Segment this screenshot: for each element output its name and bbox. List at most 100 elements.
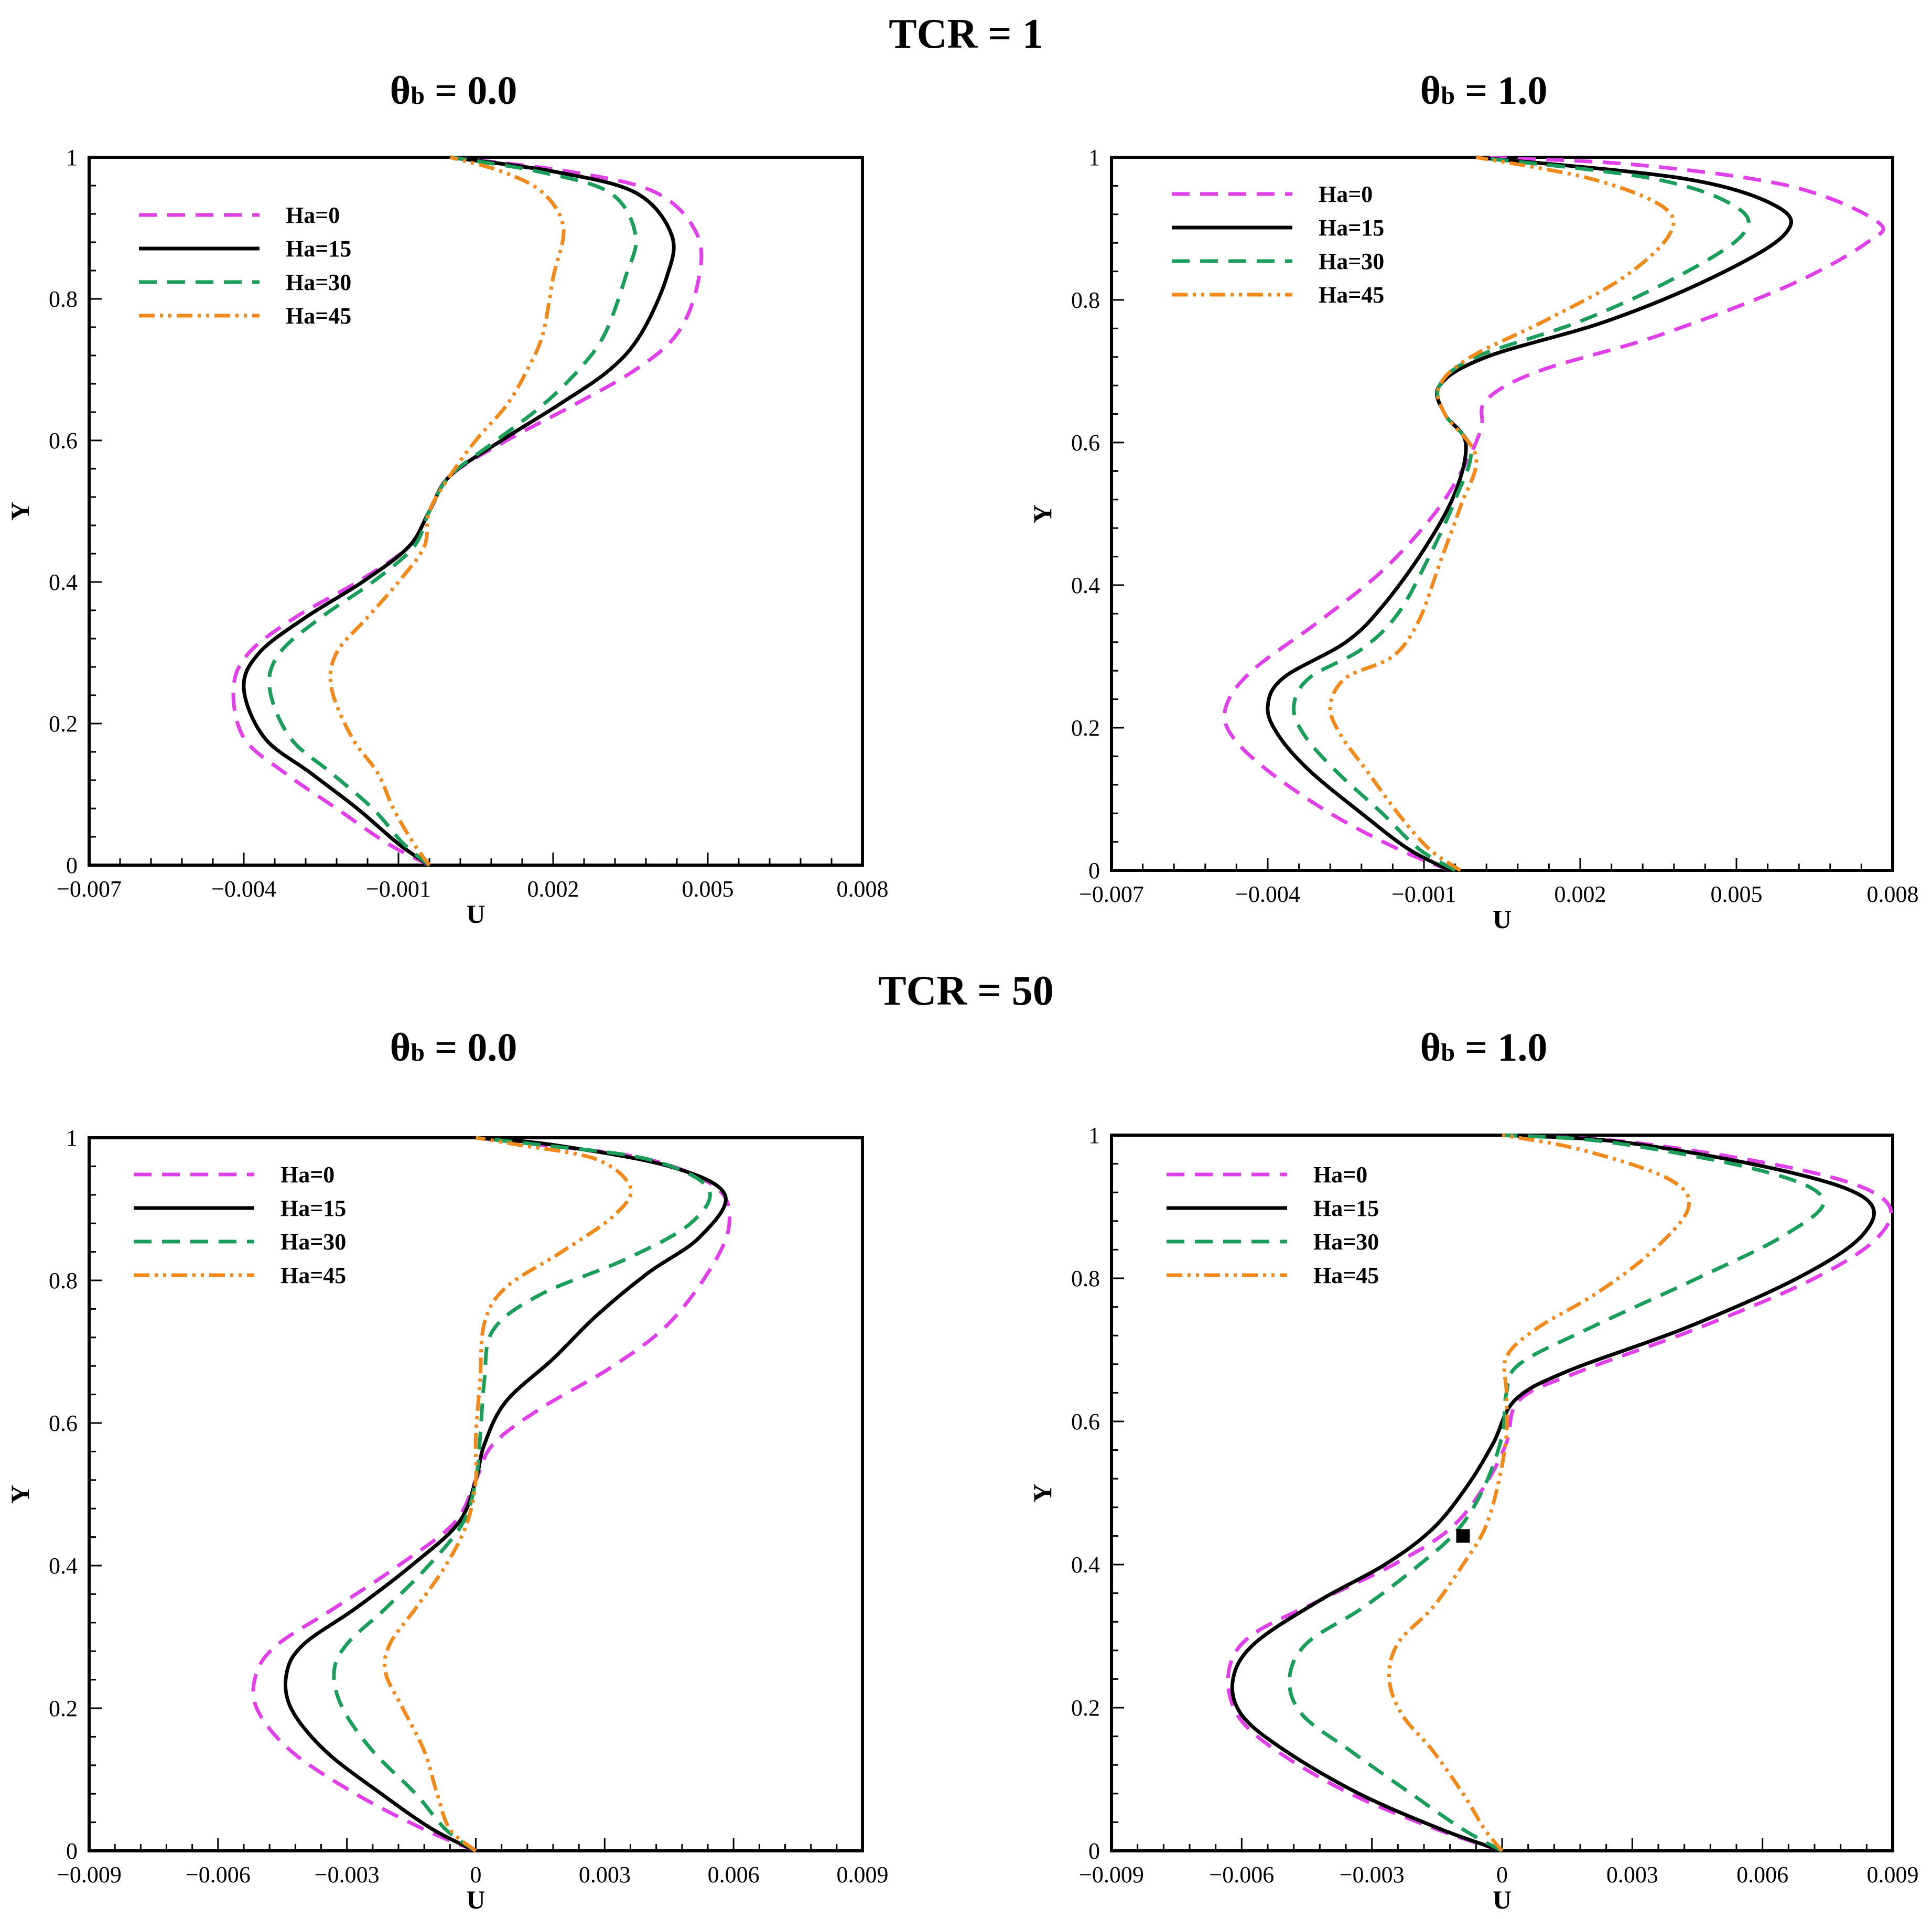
x-tick-label: 0 — [470, 1862, 482, 1888]
x-tick-label: 0.008 — [837, 876, 889, 902]
series-line-3 — [1387, 1133, 1691, 1852]
y-tick-label: 0.6 — [49, 428, 78, 454]
y-tick-label: 0.4 — [1071, 1552, 1100, 1578]
x-tick-label: 0.002 — [1555, 881, 1606, 907]
x-tick-label: −0.007 — [57, 876, 122, 902]
y-tick-label: 0.2 — [49, 1696, 78, 1721]
series-line-0 — [1222, 155, 1885, 872]
y-tick-label: 0.6 — [49, 1410, 78, 1436]
legend-label: Ha=45 — [1313, 1263, 1379, 1288]
legend-label: Ha=0 — [286, 202, 340, 228]
y-tick-label: 0.8 — [1071, 287, 1100, 313]
y-tick-label: 0.4 — [49, 569, 78, 595]
series-line-0 — [1226, 1133, 1893, 1853]
x-tick-label: −0.004 — [211, 876, 276, 902]
x-axis-label: U — [1493, 1885, 1512, 1914]
section-title-tcr-1: TCR = 1 — [889, 11, 1043, 57]
series-line-2 — [267, 155, 638, 867]
y-tick-label: 0.8 — [49, 286, 78, 312]
x-tick-label: −0.006 — [186, 1862, 251, 1888]
y-axis-label: Y — [5, 1485, 35, 1504]
y-tick-label: 0 — [1088, 1838, 1100, 1864]
x-tick-label: 0.003 — [1606, 1862, 1658, 1888]
x-tick-label: −0.003 — [315, 1862, 380, 1888]
x-tick-label: −0.009 — [1079, 1862, 1144, 1888]
x-tick-label: 0.006 — [1736, 1862, 1788, 1888]
legend-label: Ha=30 — [1313, 1229, 1379, 1255]
legend-label: Ha=45 — [286, 303, 351, 329]
y-axis-label: Y — [5, 502, 35, 521]
x-tick-label: −0.003 — [1340, 1862, 1405, 1888]
x-tick-label: 0 — [1496, 1862, 1508, 1888]
series-line-2 — [1287, 1133, 1826, 1853]
series-line-1 — [242, 155, 676, 867]
y-tick-label: 1 — [1088, 1123, 1100, 1148]
series-line-2 — [1292, 155, 1751, 872]
data-marker — [1456, 1529, 1470, 1543]
x-tick-label: 0.009 — [837, 1862, 889, 1888]
y-tick-label: 0.6 — [1071, 1409, 1100, 1435]
series-line-1 — [1230, 1133, 1876, 1853]
y-tick-label: 1 — [66, 1125, 78, 1151]
panel-title-tr: θb = 1.0 — [1420, 69, 1548, 113]
legend-label: Ha=15 — [280, 1195, 346, 1221]
y-axis-label: Y — [1028, 1483, 1057, 1502]
y-tick-label: 0 — [66, 853, 78, 878]
series-line-1 — [1266, 155, 1793, 872]
x-axis-label: U — [466, 899, 485, 929]
x-tick-label: −0.007 — [1079, 881, 1144, 907]
y-tick-label: 0 — [1088, 858, 1100, 883]
x-tick-label: −0.009 — [57, 1862, 122, 1888]
y-tick-label: 0.8 — [1071, 1266, 1100, 1291]
legend-label: Ha=30 — [286, 269, 351, 295]
x-tick-label: 0.005 — [1711, 881, 1763, 907]
chart-panel-0: −0.007 −0.004 −0.001 0.002 0.005 0.008 0 0.2 0.4… — [5, 145, 889, 929]
x-tick-label: 0.002 — [527, 876, 579, 902]
chart-panel-3: −0.009 −0.006 −0.003 0 0.003 0.006 0.009 0 0.2 0.… — [1028, 1123, 1919, 1914]
series-line-2 — [332, 1136, 712, 1852]
legend-label: Ha=15 — [286, 236, 351, 262]
x-tick-label: 0.009 — [1867, 1862, 1919, 1888]
x-tick-label: 0.005 — [682, 876, 734, 902]
y-tick-label: 1 — [1088, 145, 1100, 170]
legend-label: Ha=30 — [280, 1229, 346, 1255]
x-tick-label: 0.003 — [579, 1862, 631, 1888]
legend-label: Ha=0 — [280, 1162, 334, 1188]
legend-label: Ha=45 — [1319, 282, 1384, 308]
y-axis-label: Y — [1028, 504, 1057, 523]
x-tick-label: 0.006 — [708, 1862, 760, 1888]
y-tick-label: 0.2 — [49, 711, 78, 737]
y-tick-label: 0 — [66, 1838, 78, 1864]
legend-label: Ha=30 — [1319, 249, 1384, 274]
chart-panel-1: −0.007 −0.004 −0.001 0.002 0.005 0.008 0 0.2 0.4… — [1028, 145, 1919, 934]
plot-frame — [88, 156, 864, 867]
series-line-3 — [328, 155, 566, 867]
section-title-tcr-50: TCR = 50 — [878, 968, 1054, 1014]
x-axis-label: U — [466, 1885, 485, 1914]
y-tick-label: 0.2 — [1071, 715, 1100, 741]
legend-label: Ha=15 — [1319, 215, 1384, 241]
series-line-3 — [383, 1136, 633, 1852]
legend-label: Ha=0 — [1319, 181, 1373, 207]
chart-panel-2: −0.009 −0.006 −0.003 0 0.003 0.006 0.009 0 0.2 0.… — [5, 1125, 889, 1914]
legend-label: Ha=15 — [1313, 1195, 1379, 1221]
x-tick-label: −0.004 — [1235, 881, 1300, 907]
x-tick-label: 0.008 — [1867, 881, 1919, 907]
series-line-1 — [283, 1136, 728, 1853]
series-line-3 — [1328, 155, 1676, 872]
y-tick-label: 0.4 — [1071, 573, 1100, 598]
x-tick-label: −0.006 — [1209, 1862, 1274, 1888]
panel-title-br: θb = 1.0 — [1420, 1026, 1548, 1070]
x-axis-label: U — [1493, 904, 1512, 934]
y-tick-label: 0.8 — [49, 1268, 78, 1293]
x-tick-label: −0.001 — [1391, 881, 1456, 907]
x-tick-label: −0.001 — [366, 876, 431, 902]
y-tick-label: 0.4 — [49, 1553, 78, 1579]
legend-label: Ha=0 — [1313, 1162, 1367, 1188]
plot-frame — [1110, 156, 1894, 872]
y-tick-label: 1 — [66, 145, 78, 170]
series-line-0 — [231, 155, 704, 867]
legend-label: Ha=45 — [280, 1263, 346, 1288]
y-tick-label: 0.6 — [1071, 430, 1100, 456]
